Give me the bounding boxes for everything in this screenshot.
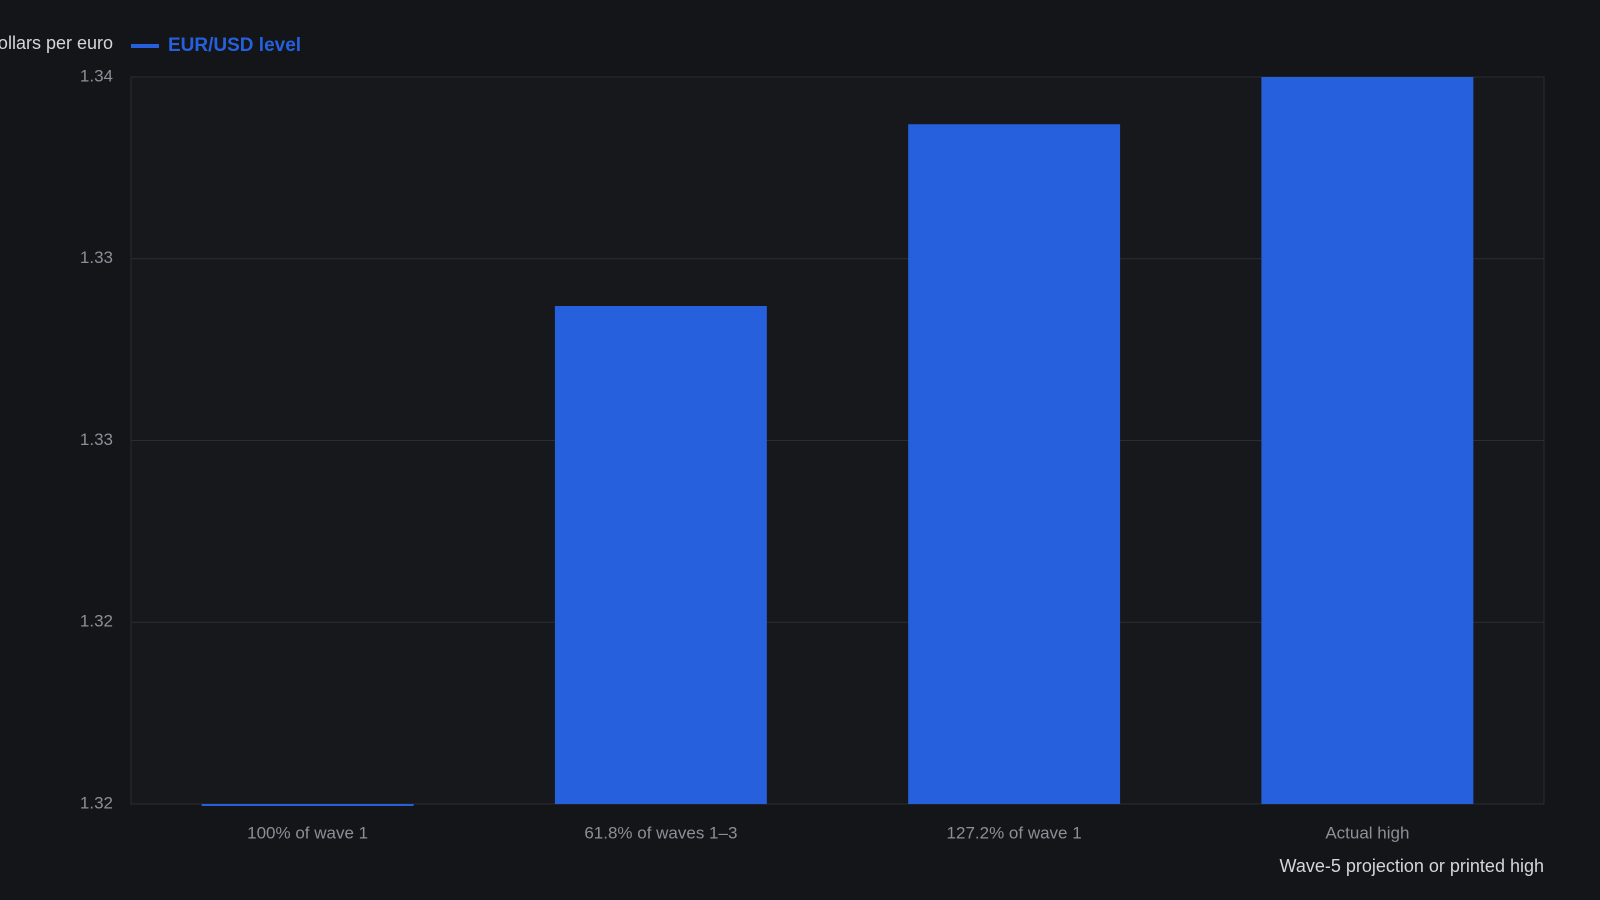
y-tick-label: 1.33: [80, 430, 113, 449]
y-tick-label: 1.34: [80, 66, 113, 85]
bar: [201, 804, 414, 806]
y-tick-label: 1.32: [80, 612, 113, 631]
x-tick-label: 61.8% of waves 1–3: [584, 823, 737, 842]
y-tick-label: 1.33: [80, 248, 113, 267]
y-axis-title: Dollars per euro: [0, 33, 113, 53]
x-axis-title: Wave-5 projection or printed high: [1280, 856, 1544, 876]
y-tick-label: 1.32: [80, 793, 113, 812]
x-tick-label: 100% of wave 1: [247, 823, 368, 842]
legend-label: EUR/USD level: [168, 35, 301, 56]
bar: [1261, 77, 1474, 804]
x-tick-label: 127.2% of wave 1: [947, 823, 1082, 842]
bar: [554, 306, 767, 804]
bar: [908, 124, 1121, 804]
x-tick-label: Actual high: [1325, 823, 1409, 842]
